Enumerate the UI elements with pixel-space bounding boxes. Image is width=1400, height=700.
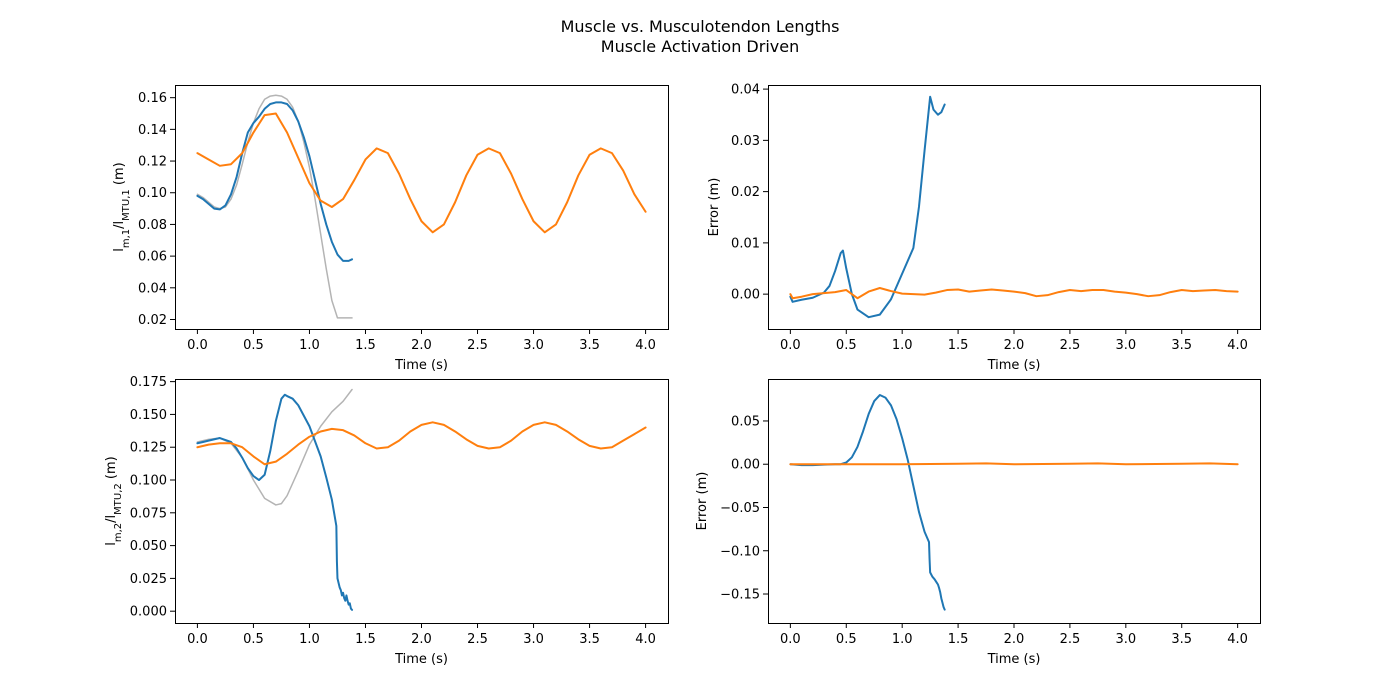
axes-frame xyxy=(768,85,1261,330)
y-tick-label: 0.150 xyxy=(130,408,167,423)
x-tick-label: 1.0 xyxy=(892,632,913,647)
y-axis-label: Error (m) xyxy=(695,472,710,531)
y-tick-label: 0.04 xyxy=(731,83,760,98)
x-tick-label: 0.0 xyxy=(187,632,208,647)
x-tick-label: 2.5 xyxy=(467,338,488,353)
x-tick-label: 0.5 xyxy=(243,632,264,647)
y-axis-label: lm,1/lMTU,1 (m) xyxy=(112,162,132,251)
x-tick-label: 4.0 xyxy=(635,632,656,647)
series-line-orange xyxy=(789,286,1239,300)
x-tick-label: 3.0 xyxy=(523,632,544,647)
x-tick-label: 1.5 xyxy=(355,632,376,647)
x-axis-label: Time (s) xyxy=(394,358,448,373)
x-tick-label: 0.5 xyxy=(836,338,857,353)
x-tick-label: 0.5 xyxy=(243,338,264,353)
x-tick-label: 2.0 xyxy=(1004,632,1025,647)
y-tick-label: 0.02 xyxy=(731,185,760,200)
x-tick-label: 0.0 xyxy=(780,338,801,353)
x-tick-label: 4.0 xyxy=(635,338,656,353)
x-tick-label: 4.0 xyxy=(1227,338,1248,353)
x-tick-label: 4.0 xyxy=(1227,632,1248,647)
series-line-blue xyxy=(196,101,354,262)
series-line-orange xyxy=(196,421,647,466)
series-line-orange xyxy=(196,112,647,234)
y-tick-label: 0.100 xyxy=(130,474,167,489)
x-tick-label: 0.0 xyxy=(780,632,801,647)
axes-frame xyxy=(175,379,669,624)
x-tick-label: 2.5 xyxy=(1060,338,1081,353)
x-tick-label: 1.5 xyxy=(948,632,969,647)
x-tick-label: 1.5 xyxy=(948,338,969,353)
x-tick-label: 2.5 xyxy=(1060,632,1081,647)
y-tick-label: 0.04 xyxy=(138,281,167,296)
axes-frame xyxy=(175,85,669,330)
x-tick-label: 1.0 xyxy=(892,338,913,353)
x-tick-label: 2.0 xyxy=(411,338,432,353)
y-tick-label: 0.075 xyxy=(130,506,167,521)
x-tick-label: 3.0 xyxy=(1115,338,1136,353)
y-tick-label: 0.14 xyxy=(138,123,167,138)
figure-title-line2: Muscle Activation Driven xyxy=(601,37,799,56)
subplot-3: 0.0 0.5 1.0 1.5 2.0 2.5 3.0 3.5 4.0 0.000 0.025 0.0… xyxy=(104,375,669,667)
x-tick-label: 2.0 xyxy=(411,632,432,647)
y-tick-label: 0.00 xyxy=(731,288,760,303)
y-tick-label: 0.175 xyxy=(130,375,167,390)
series-line-blue xyxy=(789,394,946,611)
series-line-orange xyxy=(789,462,1239,466)
y-tick-label: −0.15 xyxy=(720,588,760,603)
x-tick-label: 0.0 xyxy=(187,338,208,353)
y-tick-label: 0.03 xyxy=(731,134,760,149)
subplot-grid: 0.0 0.5 1.0 1.5 2.0 2.5 3.0 3.5 4.0 0.02 0.04 0.06 0… xyxy=(104,83,1261,667)
y-tick-label: 0.125 xyxy=(130,441,167,456)
series-line-blue xyxy=(789,95,946,319)
y-tick-label: −0.05 xyxy=(720,501,760,516)
y-tick-label: 0.10 xyxy=(138,186,167,201)
y-tick-label: 0.000 xyxy=(130,605,167,620)
series-line-blue xyxy=(196,393,354,611)
series-line-gray xyxy=(196,94,353,319)
axes-frame xyxy=(768,379,1261,624)
y-axis-label: Error (m) xyxy=(707,178,722,237)
x-tick-label: 2.0 xyxy=(1004,338,1025,353)
x-axis-label: Time (s) xyxy=(987,358,1041,373)
x-tick-label: 3.0 xyxy=(1115,632,1136,647)
y-tick-label: 0.12 xyxy=(138,155,167,170)
x-tick-label: 1.0 xyxy=(299,338,320,353)
x-tick-label: 1.0 xyxy=(299,632,320,647)
figure-title-line1: Muscle vs. Musculotendon Lengths xyxy=(561,17,840,36)
y-tick-label: 0.06 xyxy=(138,250,167,265)
x-tick-label: 1.5 xyxy=(355,338,376,353)
y-tick-label: −0.10 xyxy=(720,544,760,559)
y-tick-label: 0.025 xyxy=(130,572,167,587)
y-tick-label: 0.02 xyxy=(138,313,167,328)
subplot-1: 0.0 0.5 1.0 1.5 2.0 2.5 3.0 3.5 4.0 0.02 0.04 0.06 0… xyxy=(112,85,669,373)
subplot-4: 0.0 0.5 1.0 1.5 2.0 2.5 3.0 3.5 4.0 −0.15 −0.10 −0.… xyxy=(695,379,1261,667)
y-tick-label: 0.01 xyxy=(731,236,760,251)
y-tick-label: 0.16 xyxy=(138,91,167,106)
y-axis-label: lm,2/lMTU,2 (m) xyxy=(104,456,124,545)
x-tick-label: 2.5 xyxy=(467,632,488,647)
x-tick-label: 3.5 xyxy=(1171,632,1192,647)
y-tick-label: 0.08 xyxy=(138,218,167,233)
x-tick-label: 3.5 xyxy=(579,338,600,353)
y-tick-label: 0.05 xyxy=(731,414,760,429)
x-tick-label: 3.5 xyxy=(1171,338,1192,353)
x-tick-label: 0.5 xyxy=(836,632,857,647)
y-tick-label: 0.050 xyxy=(130,539,167,554)
x-tick-label: 3.0 xyxy=(523,338,544,353)
x-axis-label: Time (s) xyxy=(394,652,448,667)
subplot-2: 0.0 0.5 1.0 1.5 2.0 2.5 3.0 3.5 4.0 0.00 0.01 0.02 0… xyxy=(707,83,1261,373)
y-tick-label: 0.00 xyxy=(731,458,760,473)
x-axis-label: Time (s) xyxy=(987,652,1041,667)
x-tick-label: 3.5 xyxy=(579,632,600,647)
